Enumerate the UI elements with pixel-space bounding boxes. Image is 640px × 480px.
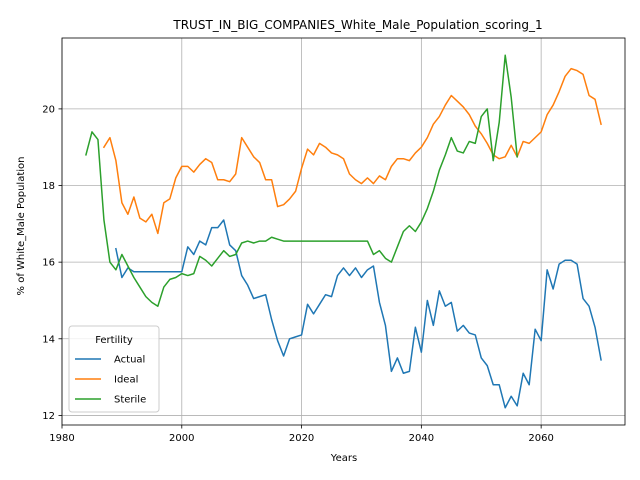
x-axis-title: Years — [330, 453, 357, 464]
legend-title: Fertility — [95, 335, 133, 346]
legend-label-actual: Actual — [114, 355, 145, 366]
y-axis-title: % of White_Male Population — [16, 157, 27, 296]
y-tick-label: 18 — [42, 181, 55, 192]
legend-label-sterile: Sterile — [114, 395, 146, 406]
legend: Fertility Actual Ideal Sterile — [68, 325, 160, 413]
y-tick-label: 20 — [42, 104, 55, 115]
x-tick-label: 2000 — [169, 433, 194, 444]
y-tick-label: 14 — [42, 334, 55, 345]
legend-label-ideal: Ideal — [114, 375, 138, 386]
x-tick-label: 1980 — [49, 433, 74, 444]
y-tick-label: 16 — [42, 258, 55, 269]
series-line-actual — [115, 219, 602, 409]
chart-title: TRUST_IN_BIG_COMPANIES_White_Male_Popula… — [172, 18, 542, 32]
legend-box — [68, 325, 160, 413]
y-axis: 12 14 16 18 20 — [42, 104, 62, 422]
x-tick-label: 2020 — [289, 433, 314, 444]
series-line-sterile — [85, 54, 519, 307]
x-tick-label: 2040 — [409, 433, 434, 444]
x-axis: 1980 2000 2020 2040 2060 — [49, 425, 554, 444]
x-tick-label: 2060 — [528, 433, 553, 444]
y-tick-label: 12 — [42, 411, 55, 422]
plot-area-frame — [61, 37, 626, 426]
series-layer — [85, 54, 602, 409]
series-line-ideal — [102, 67, 602, 235]
